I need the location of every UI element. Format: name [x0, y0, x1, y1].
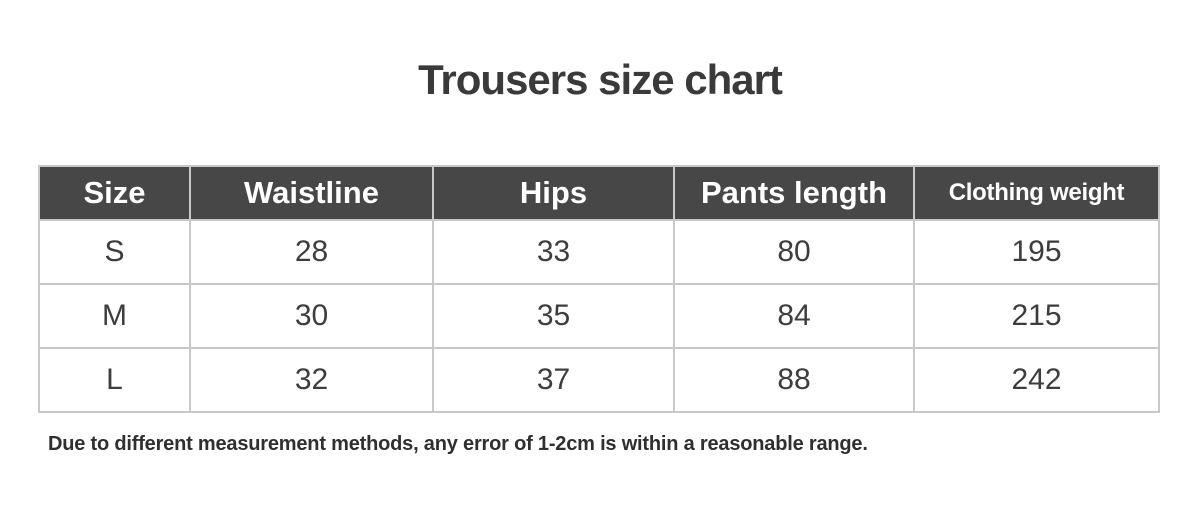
table-row-m: M 30 35 84 215: [38, 283, 1160, 349]
cell-waistline-s: 28: [189, 219, 434, 285]
cell-waistline-m: 30: [189, 283, 434, 349]
table-body: S 28 33 80 195 M 30 35 84 215 L 32 37 88…: [38, 219, 1160, 413]
table-header-row: Size Waistline Hips Pants length Clothin…: [38, 165, 1160, 221]
cell-hips-l: 37: [432, 347, 675, 413]
column-header-size: Size: [38, 165, 191, 221]
cell-size-m: M: [38, 283, 191, 349]
cell-pants-length-l: 88: [673, 347, 915, 413]
cell-size-l: L: [38, 347, 191, 413]
cell-clothing-weight-l: 242: [913, 347, 1160, 413]
cell-pants-length-s: 80: [673, 219, 915, 285]
cell-hips-s: 33: [432, 219, 675, 285]
column-header-waistline: Waistline: [189, 165, 434, 221]
table-header: Size Waistline Hips Pants length Clothin…: [38, 165, 1160, 221]
size-chart-table: Size Waistline Hips Pants length Clothin…: [38, 165, 1160, 413]
page-title: Trousers size chart: [418, 56, 783, 103]
column-header-clothing-weight: Clothing weight: [913, 165, 1160, 221]
column-header-pants-length: Pants length: [673, 165, 915, 221]
table-row-l: L 32 37 88 242: [38, 347, 1160, 413]
cell-clothing-weight-s: 195: [913, 219, 1160, 285]
cell-clothing-weight-m: 215: [913, 283, 1160, 349]
cell-size-s: S: [38, 219, 191, 285]
cell-pants-length-m: 84: [673, 283, 915, 349]
footnote: Due to different measurement methods, an…: [48, 433, 868, 455]
table-row-s: S 28 33 80 195: [38, 219, 1160, 285]
cell-hips-m: 35: [432, 283, 675, 349]
column-header-hips: Hips: [432, 165, 675, 221]
cell-waistline-l: 32: [189, 347, 434, 413]
